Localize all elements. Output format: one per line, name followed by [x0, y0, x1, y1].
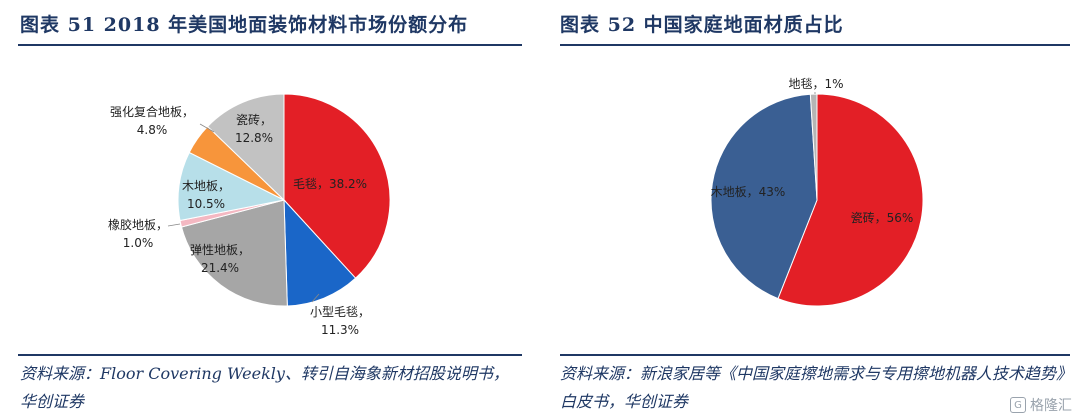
pie-slice-3: [180, 199, 288, 307]
pie-slice-2: [283, 198, 357, 307]
source-note: 资料来源：新浪家居等《中国家庭擦地需求与专用擦地机器人技术趋势》白皮书，华创证券: [560, 364, 1073, 411]
slice-label-5: 木地板， 10.5%: [182, 179, 230, 211]
pie-slice-2: [710, 93, 818, 300]
leader-line-2: [167, 223, 181, 227]
divider: [560, 354, 1070, 356]
leader-line-3: [199, 123, 215, 133]
chart-title: 图表 51 2018 年美国地面装饰材料市场份额分布: [20, 14, 469, 36]
pie-chart-china-flooring: 瓷砖，56% 木地板，43% 地毯，1%: [710, 77, 924, 307]
pie-slice-1: [777, 93, 924, 307]
watermark-text: 格隆汇: [1030, 398, 1072, 414]
slice-label-2: 木地板，43%: [711, 185, 786, 199]
divider: [560, 44, 1070, 46]
pie-slice-5: [177, 151, 286, 222]
slice-label-3: 弹性地板， 21.4%: [190, 243, 250, 275]
chart-panel-right: 图表 52 中国家庭地面材质占比 瓷砖，56% 木地板，43% 地毯，1% 资料来源…: [560, 0, 1080, 419]
chart-panel-left: 图表 51 2018 年美国地面装饰材料市场份额分布 毛毯，38.2% 小型毛毯，…: [0, 0, 525, 419]
slice-label-1: 毛毯，38.2%: [293, 177, 367, 191]
watermark: G 格隆汇: [1010, 395, 1072, 415]
slice-label-7: 瓷砖， 12.8%: [235, 112, 273, 145]
slice-label-3: 地毯，1%: [788, 77, 843, 91]
chart-title: 图表 52 中国家庭地面材质占比: [560, 14, 844, 36]
pie-slice-1: [283, 93, 391, 279]
divider: [18, 44, 522, 46]
pie-chart-us-flooring: 毛毯，38.2% 小型毛毯， 11.3% 弹性地板， 21.4% 橡胶地板， 1.0% 木地板…: [108, 93, 391, 337]
source-note: 资料来源：Floor Covering Weekly、转引自海象新材招股说明书，…: [20, 364, 509, 411]
leader-line-1: [311, 293, 320, 303]
slice-label-4: 橡胶地板， 1.0%: [108, 217, 168, 250]
slice-label-2: 小型毛毯， 11.3%: [310, 305, 370, 337]
pie-slice-7: [206, 93, 285, 202]
pie-slice-3: [809, 93, 818, 201]
watermark-logo-icon: G: [1010, 397, 1026, 413]
slice-label-1: 瓷砖，56%: [851, 210, 914, 225]
divider: [18, 354, 522, 356]
slice-label-6: 强化复合地板， 4.8%: [110, 104, 194, 137]
